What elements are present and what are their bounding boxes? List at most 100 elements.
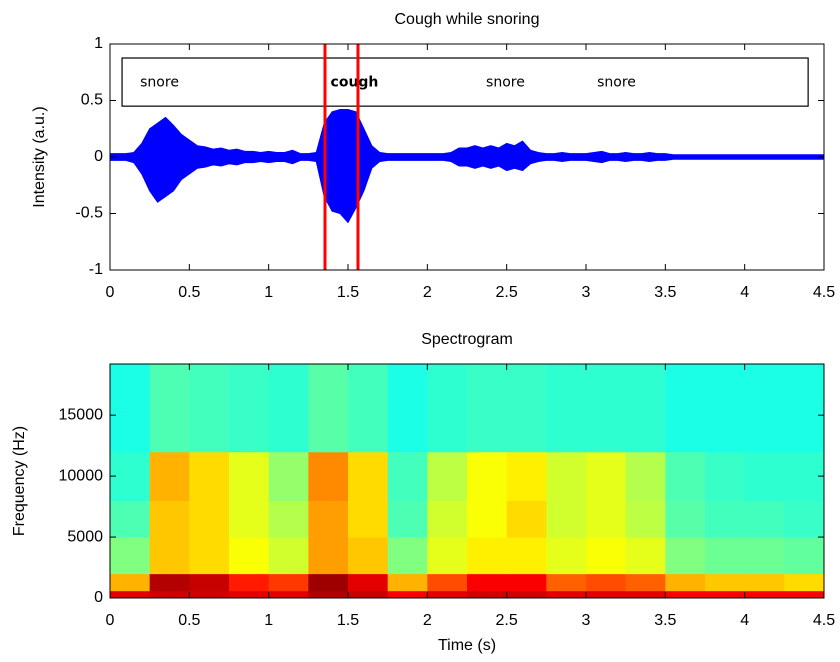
spectrogram-cell (546, 590, 587, 598)
x-tick-label: 1.5 (337, 612, 359, 629)
spectrogram-cell (189, 500, 230, 538)
spectrogram-cell (110, 500, 151, 538)
spectrogram-cell (586, 573, 627, 592)
x-tick-label: 2 (423, 284, 432, 301)
y-tick-label: -1 (89, 261, 103, 278)
spectrogram-cell (467, 573, 508, 592)
spectrogram-cell (229, 451, 270, 501)
spectrogram-cell (586, 451, 627, 501)
x-tick-label: 2.5 (496, 284, 518, 301)
spectrogram-cell (110, 573, 151, 592)
x-tick-label: 3.5 (654, 284, 676, 301)
axes-title: Spectrogram (421, 331, 513, 348)
spectrogram-cell (149, 500, 190, 538)
spectrogram-cell (348, 451, 389, 501)
axes-title: Cough while snoring (395, 11, 540, 28)
annotation-label: snore (597, 74, 636, 90)
y-axis-label: Frequency (Hz) (11, 426, 28, 536)
annotation-label: snore (486, 74, 525, 90)
spectrogram-cell (625, 590, 666, 598)
spectrogram-cell (348, 500, 389, 538)
spectrogram-cell (665, 573, 706, 592)
spectrogram-cell (784, 537, 824, 575)
spectrogram-cell (189, 573, 230, 592)
spectrogram-cell (705, 537, 746, 575)
plot-area: snore cough snore snore (110, 44, 824, 270)
spectrogram-cell (427, 500, 468, 538)
spectrogram-cell (149, 573, 190, 592)
spectrogram-cell (229, 364, 270, 453)
spectrogram-cell (229, 590, 270, 598)
y-tick-label: 10000 (59, 467, 104, 484)
plot-area (110, 364, 824, 598)
spectrogram-cell (387, 573, 428, 592)
spectrogram-cell (387, 451, 428, 501)
x-tick-label: 0 (106, 284, 115, 301)
y-tick-label: 0.5 (81, 92, 103, 109)
spectrogram-cell (308, 590, 349, 598)
spectrogram-cell (110, 537, 151, 575)
spectrogram-cell (189, 451, 230, 501)
spectrogram-cell (467, 590, 508, 598)
x-tick-label: 4.5 (813, 612, 835, 629)
spectrogram-cell (665, 500, 706, 538)
spectrogram-cell (506, 573, 547, 592)
x-tick-label: 2 (423, 612, 432, 629)
spectrogram-cell (467, 364, 508, 453)
x-tick-label: 1 (264, 284, 273, 301)
spectrogram-cell (427, 364, 468, 453)
spectrogram-cell (586, 500, 627, 538)
spectrogram-cell (586, 537, 627, 575)
spectrogram-cell (229, 573, 270, 592)
spectrogram-cell (625, 500, 666, 538)
spectrogram-cell (308, 451, 349, 501)
spectrogram-cell (229, 500, 270, 538)
spectrogram-cell (427, 451, 468, 501)
spectrogram-cell (268, 590, 309, 598)
spectrogram-cell (149, 590, 190, 598)
y-tick-label: 5000 (67, 528, 103, 545)
spectrogram-cell (308, 500, 349, 538)
x-tick-label: 3 (582, 612, 591, 629)
x-tick-label: 4.5 (813, 284, 835, 301)
spectrogram-cell (268, 451, 309, 501)
x-tick-label: 3.5 (654, 612, 676, 629)
spectrogram-cell (625, 573, 666, 592)
spectrogram-cell (586, 364, 627, 453)
spectrogram-cell (625, 451, 666, 501)
spectrogram-cell (784, 364, 824, 453)
spectrogram-cell (546, 573, 587, 592)
axes: 0 0.5 1 1.5 2 2.5 3 3.5 4 4.5 0 5000 10000 15000 Spect… (11, 331, 835, 654)
x-tick-label: 0 (106, 612, 115, 629)
spectrogram-cell (784, 573, 824, 592)
spectrogram-cell (744, 500, 785, 538)
spectrogram-cell (189, 537, 230, 575)
spectrogram-cell (149, 451, 190, 501)
spectrogram-cell (705, 573, 746, 592)
spectrogram-cell (268, 364, 309, 453)
spectrogram-cell (665, 537, 706, 575)
spectrogram-cell (506, 364, 547, 453)
spectrogram-cell (705, 590, 746, 598)
spectrogram-cell (467, 537, 508, 575)
spectrogram-cell (546, 537, 587, 575)
spectrogram-cell (308, 573, 349, 592)
spectrogram-cell (427, 537, 468, 575)
spectrogram-cell (189, 364, 230, 453)
waveform-envelope (110, 109, 824, 158)
spectrogram-cell (229, 537, 270, 575)
spectrogram-cell (268, 500, 309, 538)
spectrogram-cell (427, 590, 468, 598)
spectrogram-cell (546, 451, 587, 501)
axes: snore cough snore snore 0 0.5 1 1.5 2 2.5 3 3.5 4 4.5… (31, 11, 835, 301)
spectrogram-cell (467, 500, 508, 538)
annotation-box (121, 57, 809, 107)
y-tick-label: 0 (94, 589, 103, 606)
spectrogram-cell (387, 537, 428, 575)
y-tick-label: 15000 (59, 406, 104, 423)
spectrogram-cell (665, 590, 706, 598)
spectrogram-cell (744, 364, 785, 453)
spectrogram-cell (467, 451, 508, 501)
spectrogram-cell (665, 364, 706, 453)
